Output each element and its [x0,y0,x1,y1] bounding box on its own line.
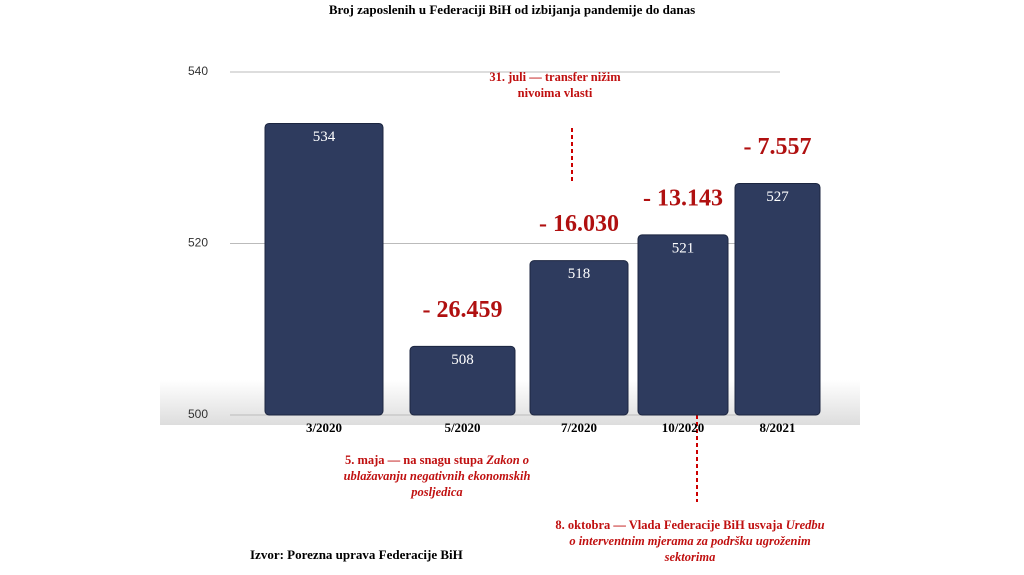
note-line: 8. oktobra — Vlada Federacije BiH usvaja… [555,518,824,532]
note-line: posljedica [410,485,462,499]
y-tick-label: 520 [188,236,208,250]
x-tick-label: 3/2020 [306,420,342,435]
note-segment: ublažavanju negativnih ekonomskih [344,469,531,483]
change-label: - 16.030 [539,211,619,237]
note-segment: 5. maja — na snagu stupa [345,453,486,467]
note-segment: 31. juli — transfer nižim [489,70,621,84]
note-line: ublažavanju negativnih ekonomskih [344,469,531,483]
x-tick-label: 10/2020 [662,420,705,435]
bar [734,182,821,416]
note-segment: Uredbu [786,518,825,532]
data-label: 518 [568,266,591,282]
change-label: - 26.459 [423,297,503,323]
bar [637,234,729,416]
note-line: 5. maja — na snagu stupa Zakon o [345,453,529,467]
x-tick-label: 8/2021 [759,420,795,435]
x-tick-label: 5/2020 [444,420,480,435]
note-segment: nivoima vlasti [518,86,593,100]
note-line: 31. juli — transfer nižim [489,70,621,84]
x-tick-label: 7/2020 [561,420,597,435]
data-label: 534 [313,129,336,145]
data-label: 508 [451,352,474,368]
change-label: - 13.143 [643,185,723,211]
note-segment: posljedica [410,485,462,499]
data-label: 521 [672,240,695,256]
note-line: o interventnim mjerama za podršku ugrože… [569,534,811,548]
note-segment: Zakon o [485,453,529,467]
bar [529,260,629,416]
note-segment: o interventnim mjerama za podršku ugrože… [569,534,811,548]
note-segment: 8. oktobra — Vlada Federacije BiH usvaja [555,518,785,532]
bar [409,345,516,416]
chart-title: Broj zaposlenih u Federaciji BiH od izbi… [329,2,695,17]
change-label: - 7.557 [744,134,812,160]
note-line: sektorima [664,550,716,564]
y-tick-label: 540 [188,64,208,78]
source: Izvor: Porezna uprava Federacije BiH [250,547,463,562]
note-line: nivoima vlasti [518,86,593,100]
y-tick-label: 500 [188,407,208,421]
note-segment: sektorima [664,550,716,564]
data-label: 527 [766,189,789,205]
bar [264,122,384,416]
